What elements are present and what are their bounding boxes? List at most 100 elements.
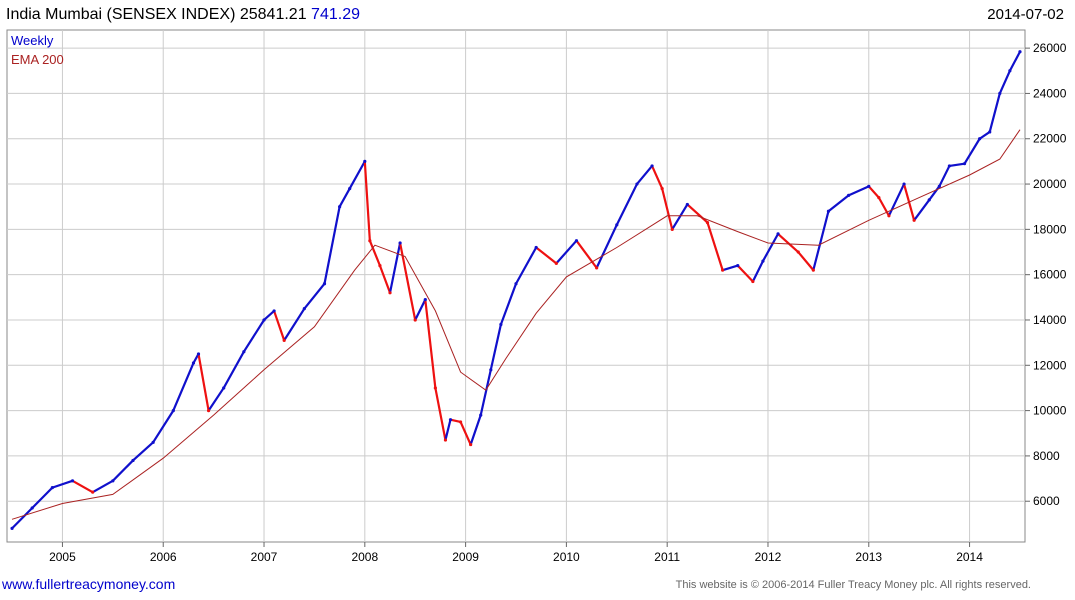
weekly-point — [574, 239, 579, 243]
weekly-point — [191, 361, 196, 365]
y-tick-label: 6000 — [1033, 494, 1060, 508]
weekly-segment — [272, 309, 286, 342]
weekly-segment — [388, 241, 402, 294]
change-value: 741.29 — [311, 6, 360, 23]
weekly-point — [1008, 69, 1012, 73]
x-tick-label: 2012 — [755, 550, 782, 564]
weekly-segment — [459, 420, 472, 446]
weekly-segment — [721, 264, 739, 272]
weekly-segment — [686, 203, 709, 224]
weekly-segment — [51, 479, 74, 489]
x-tick-label: 2006 — [150, 550, 177, 564]
weekly-segment — [414, 298, 427, 322]
weekly-segment — [661, 187, 674, 231]
weekly-point — [978, 137, 982, 141]
weekly-point — [998, 91, 1002, 96]
weekly-point — [635, 182, 639, 186]
weekly-segment — [303, 282, 326, 310]
weekly-point — [272, 309, 276, 313]
weekly-point — [514, 282, 518, 286]
grid — [7, 30, 1025, 542]
weekly-point — [363, 159, 367, 163]
weekly-segment — [449, 418, 462, 424]
weekly-point — [887, 214, 891, 218]
weekly-point — [196, 352, 201, 356]
weekly-segment — [111, 459, 135, 482]
weekly-point — [469, 442, 473, 447]
weekly-point — [937, 184, 941, 188]
weekly-point — [660, 186, 664, 191]
weekly-point — [489, 368, 493, 372]
y-tick-label: 16000 — [1033, 268, 1067, 282]
weekly-point — [685, 202, 689, 207]
weekly-segment — [913, 198, 931, 222]
y-tick-label: 24000 — [1033, 86, 1067, 100]
weekly-segment — [71, 479, 94, 494]
weekly-segment — [368, 239, 382, 267]
weekly-point — [378, 264, 382, 268]
weekly-segment — [736, 264, 754, 283]
weekly-point — [902, 182, 906, 186]
weekly-point — [670, 227, 674, 231]
x-tick-label: 2013 — [855, 550, 882, 564]
weekly-point — [534, 245, 538, 250]
weekly-segment — [575, 239, 598, 269]
x-tick-label: 2011 — [654, 550, 680, 564]
y-tick-label: 18000 — [1033, 222, 1067, 236]
weekly-segment — [31, 486, 54, 510]
footer-link[interactable]: www.fullertreacymoney.com — [2, 576, 176, 592]
weekly-segment — [348, 160, 366, 190]
weekly-point — [796, 250, 800, 254]
x-tick-label: 2008 — [351, 550, 378, 564]
weekly-point — [388, 291, 392, 295]
weekly-segment — [479, 368, 492, 417]
weekly-point — [912, 218, 916, 222]
weekly-segment — [635, 164, 654, 186]
weekly-segment — [514, 246, 538, 285]
weekly-point — [947, 164, 952, 168]
weekly-segment — [595, 223, 618, 269]
weekly-point — [705, 220, 710, 225]
y-tick-label: 26000 — [1033, 41, 1067, 55]
weekly-segment — [797, 250, 815, 272]
weekly-segment — [650, 164, 664, 190]
weekly-point — [595, 266, 599, 270]
weekly-segment — [555, 239, 578, 265]
weekly-point — [927, 198, 931, 202]
weekly-point — [962, 162, 967, 166]
weekly-point — [111, 479, 115, 483]
weekly-segment — [938, 164, 951, 188]
weekly-point — [322, 282, 327, 286]
weekly-point — [988, 130, 992, 134]
weekly-point — [398, 241, 402, 245]
y-tick-label: 20000 — [1033, 177, 1067, 191]
weekly-segment — [998, 69, 1011, 95]
plot-frame — [6, 29, 1026, 543]
weekly-point — [867, 184, 871, 188]
weekly-segment — [751, 259, 765, 283]
weekly-segment — [378, 264, 392, 294]
weekly-segment — [877, 196, 891, 217]
weekly-point — [615, 223, 619, 227]
weekly-segment — [812, 210, 830, 272]
copyright-notice: This website is © 2006-2014 Fuller Treac… — [675, 579, 1031, 591]
weekly-point — [650, 164, 654, 168]
weekly-segment — [152, 409, 175, 444]
weekly-point — [751, 279, 755, 284]
weekly-point — [443, 438, 448, 442]
weekly-point — [499, 322, 503, 327]
weekly-segment — [131, 441, 155, 462]
x-tick-label: 2005 — [49, 550, 76, 564]
weekly-point — [151, 440, 155, 444]
weekly-segment — [222, 350, 245, 390]
weekly-point — [1018, 50, 1022, 54]
weekly-point — [736, 264, 740, 268]
weekly-point — [776, 232, 780, 236]
weekly-segment — [363, 160, 371, 242]
weekly-segment — [398, 241, 417, 322]
x-tick-label: 2010 — [553, 550, 580, 564]
weekly-segment — [535, 246, 558, 265]
weekly-segment — [867, 185, 880, 199]
weekly-point — [423, 297, 427, 302]
